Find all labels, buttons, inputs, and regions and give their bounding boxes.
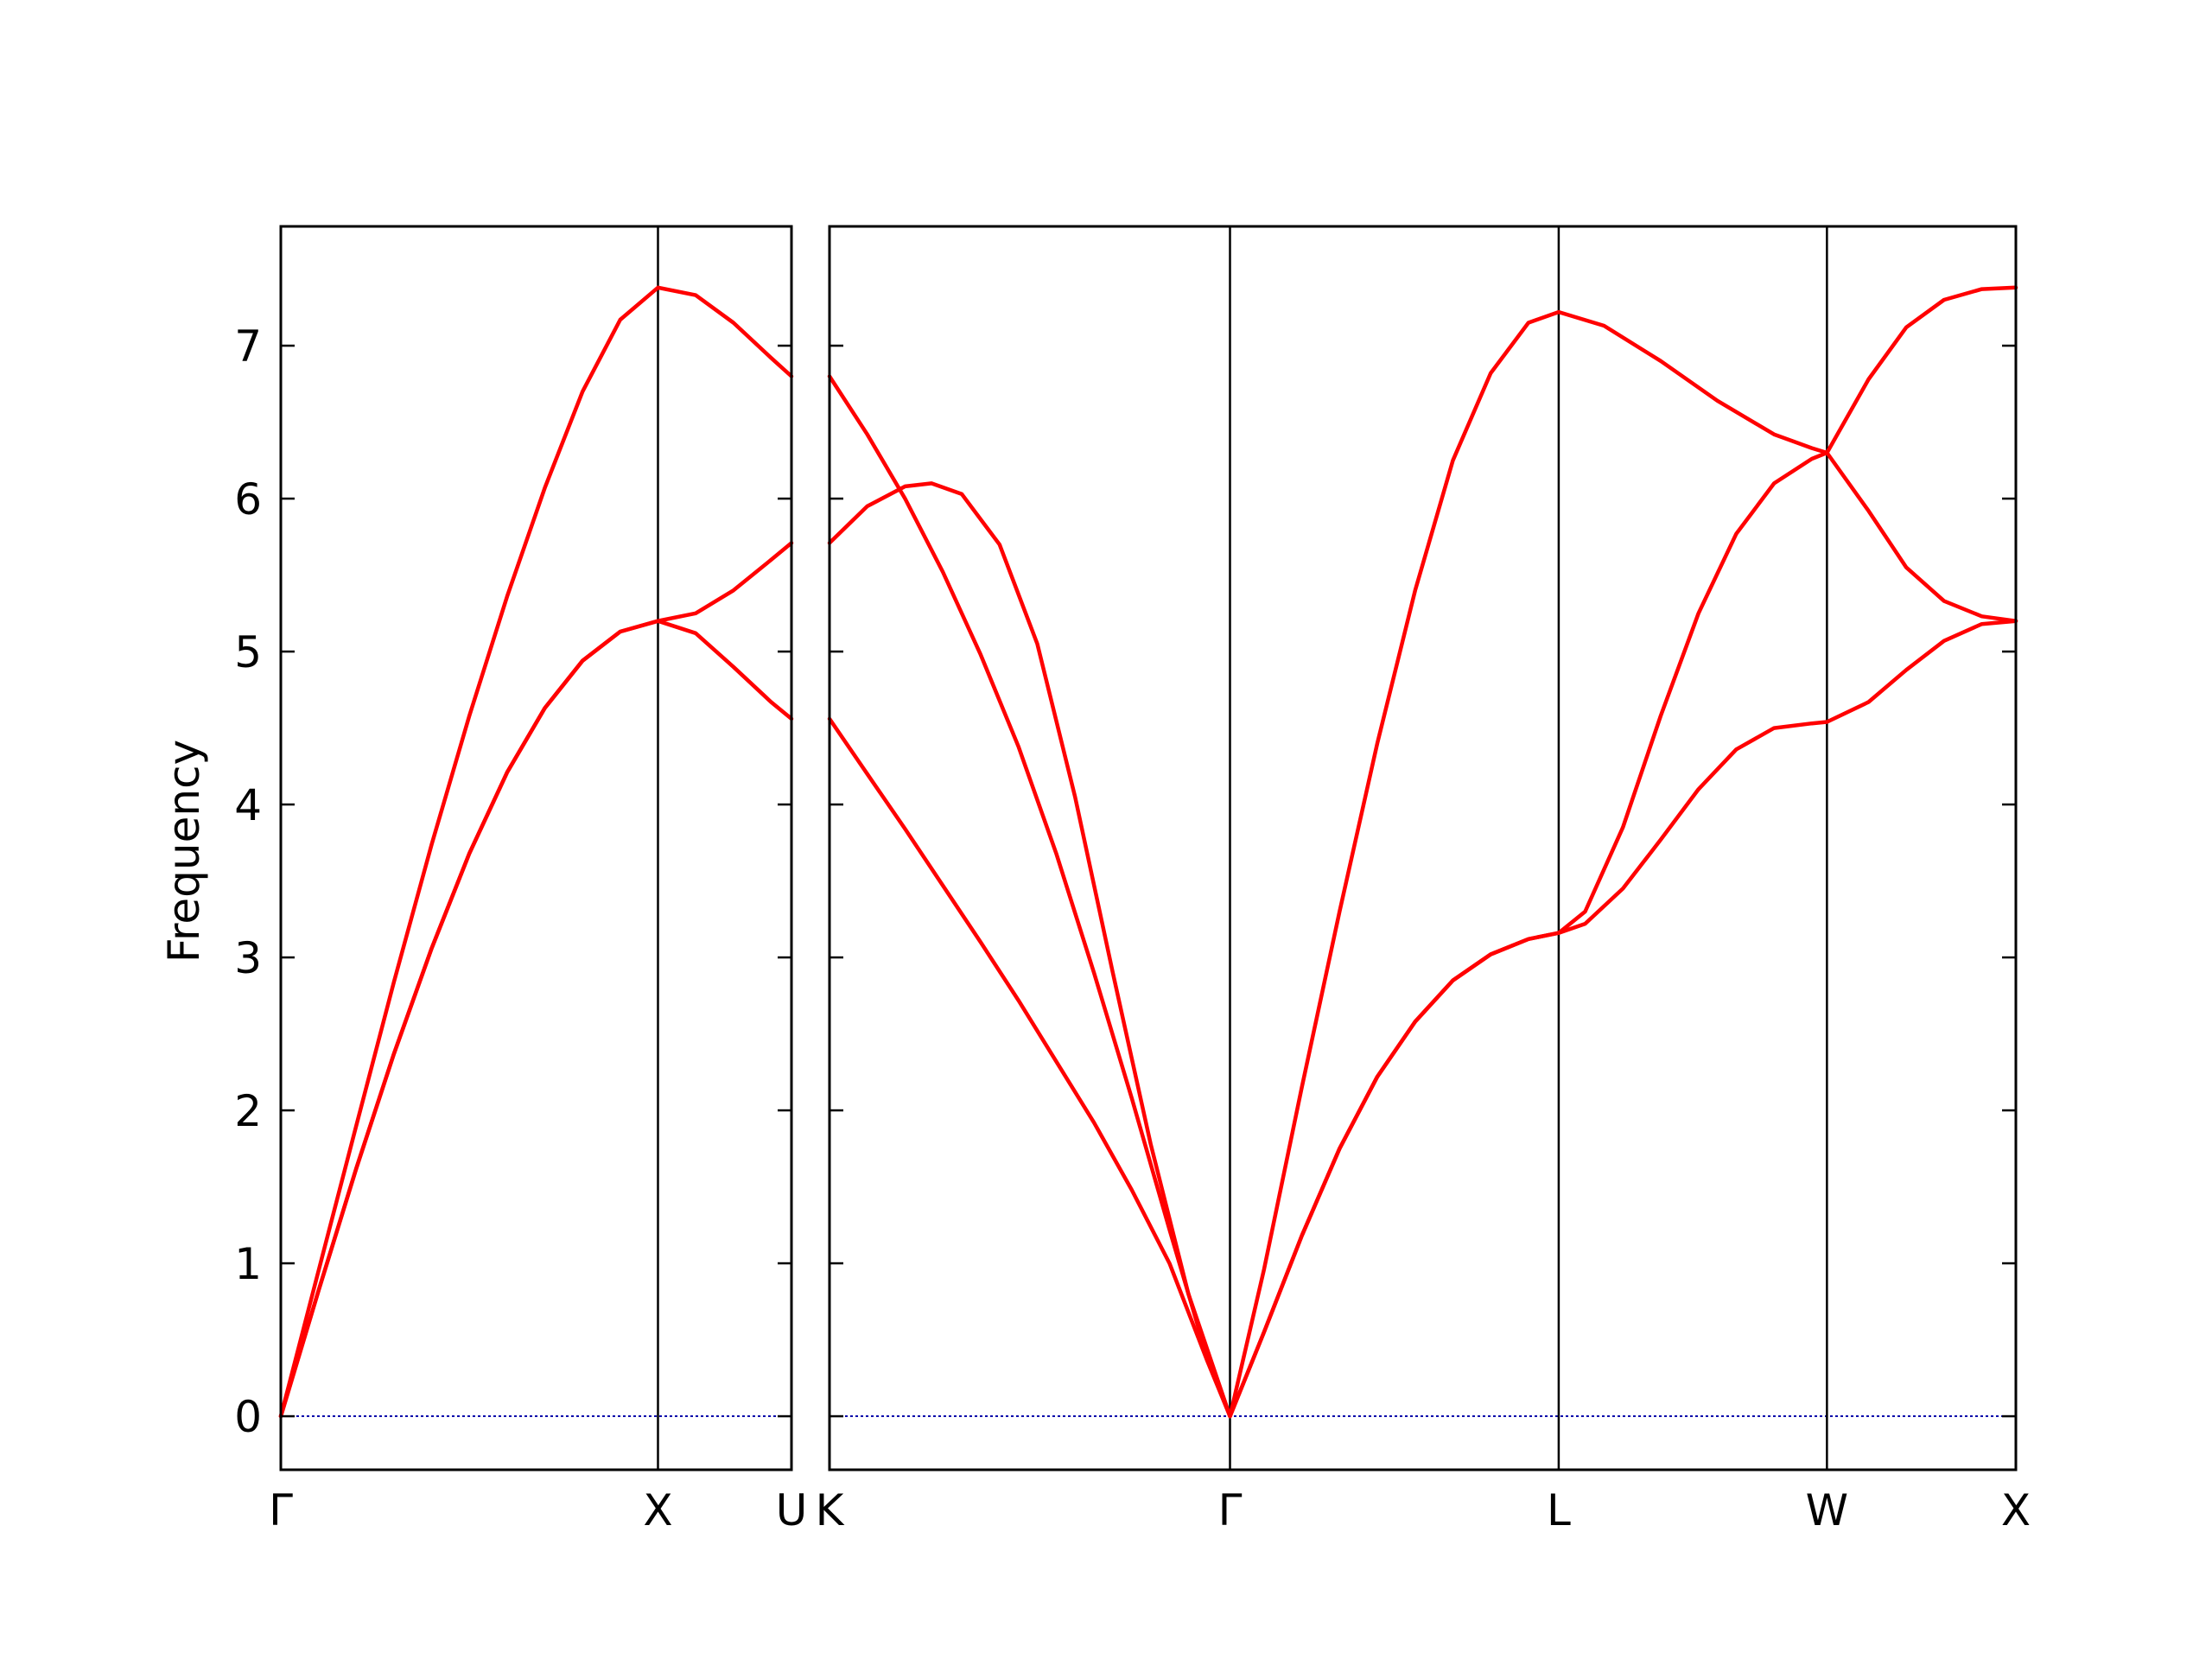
phonon-branch-line (827, 285, 2018, 1419)
y-tick-label: 2 (234, 1086, 262, 1136)
x-tick-label: Γ (269, 1485, 293, 1535)
y-axis-label: Frequency (159, 740, 209, 963)
phonon-branch-line (278, 619, 794, 1419)
x-tick-label: K (816, 1485, 845, 1535)
phonon-branch-line (827, 450, 2018, 1419)
phonon-branch-line (278, 541, 794, 1419)
phonon-branch-line (827, 619, 2018, 1419)
x-tick-label: W (1806, 1485, 1848, 1535)
y-tick-label: 1 (234, 1239, 262, 1289)
x-tick-label: X (643, 1485, 672, 1535)
x-tick-label: U (776, 1485, 808, 1535)
y-tick-label: 3 (234, 933, 262, 983)
phonon-branch-line (278, 285, 794, 1419)
x-tick-label: L (1547, 1485, 1571, 1535)
y-tick-label: 5 (234, 627, 262, 677)
y-tick-label: 0 (234, 1392, 262, 1442)
x-tick-label: X (2001, 1485, 2031, 1535)
y-tick-label: 4 (234, 780, 262, 830)
x-tick-label: Γ (1218, 1485, 1243, 1535)
y-tick-label: 6 (234, 474, 262, 524)
y-tick-label: 7 (234, 321, 262, 372)
y-tick-labels: 0 1 2 3 4 5 6 7 (234, 321, 262, 1442)
panel-frame (828, 225, 2018, 1471)
panel-frame (279, 225, 793, 1471)
